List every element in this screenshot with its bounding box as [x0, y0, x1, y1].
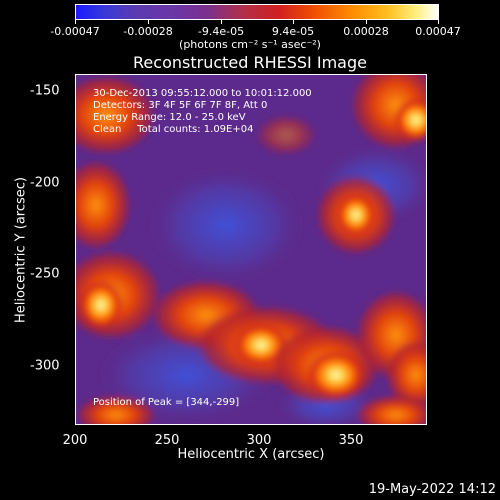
colorbar-tick-label: -0.00028 — [123, 25, 173, 38]
plot-title: Reconstructed RHESSI Image — [133, 53, 367, 72]
colorbar-tick-label: 0.00047 — [415, 25, 461, 38]
colorbar-tick-label: 0.00028 — [343, 25, 389, 38]
info-method: Clean Total counts: 1.09E+04 — [93, 124, 254, 135]
date-stamp: 19-May-2022 14:12 — [368, 482, 496, 497]
colorbar-tick-mark — [293, 20, 294, 24]
colorbar-units: (photons cm⁻² s⁻¹ asec⁻²) — [179, 38, 321, 51]
x-tick-label: 250 — [154, 433, 180, 448]
rhessi-image — [75, 74, 427, 425]
y-tick-label: -300 — [30, 358, 60, 374]
y-tick-label: -150 — [30, 83, 60, 99]
observation-info: 30-Dec-2013 09:55:12.000 to 10:01:12.000… — [93, 88, 312, 136]
colorbar-tick-label: -9.4e-05 — [197, 25, 245, 38]
info-detectors: Detectors: 3F 4F 5F 6F 7F 8F, Att 0 — [93, 100, 268, 111]
colorbar-tick-mark — [366, 20, 367, 24]
y-tick-label: -200 — [30, 175, 60, 191]
colorbar-tick-label: -0.00047 — [50, 25, 100, 38]
colorbar-tick-mark — [148, 20, 149, 24]
heatmap-svg — [76, 75, 426, 424]
colorbar — [75, 4, 439, 20]
colorbar-tick-mark — [75, 20, 76, 24]
info-energy: Energy Range: 12.0 - 25.0 keV — [93, 112, 246, 123]
colorbar-tick-mark — [438, 20, 439, 24]
x-tick-label: 300 — [246, 433, 272, 448]
x-tick-label: 200 — [62, 433, 88, 448]
peak-position: Position of Peak = [344,-299] — [93, 397, 240, 408]
x-tick-label: 350 — [338, 433, 364, 448]
colorbar-tick-label: 9.4e-05 — [271, 25, 315, 38]
x-axis-label: Heliocentric X (arcsec) — [177, 447, 325, 462]
colorbar-tick-mark — [221, 20, 222, 24]
y-tick-label: -250 — [30, 266, 60, 282]
info-time: 30-Dec-2013 09:55:12.000 to 10:01:12.000 — [93, 88, 312, 99]
y-axis-label: Heliocentric Y (arcsec) — [13, 177, 29, 323]
